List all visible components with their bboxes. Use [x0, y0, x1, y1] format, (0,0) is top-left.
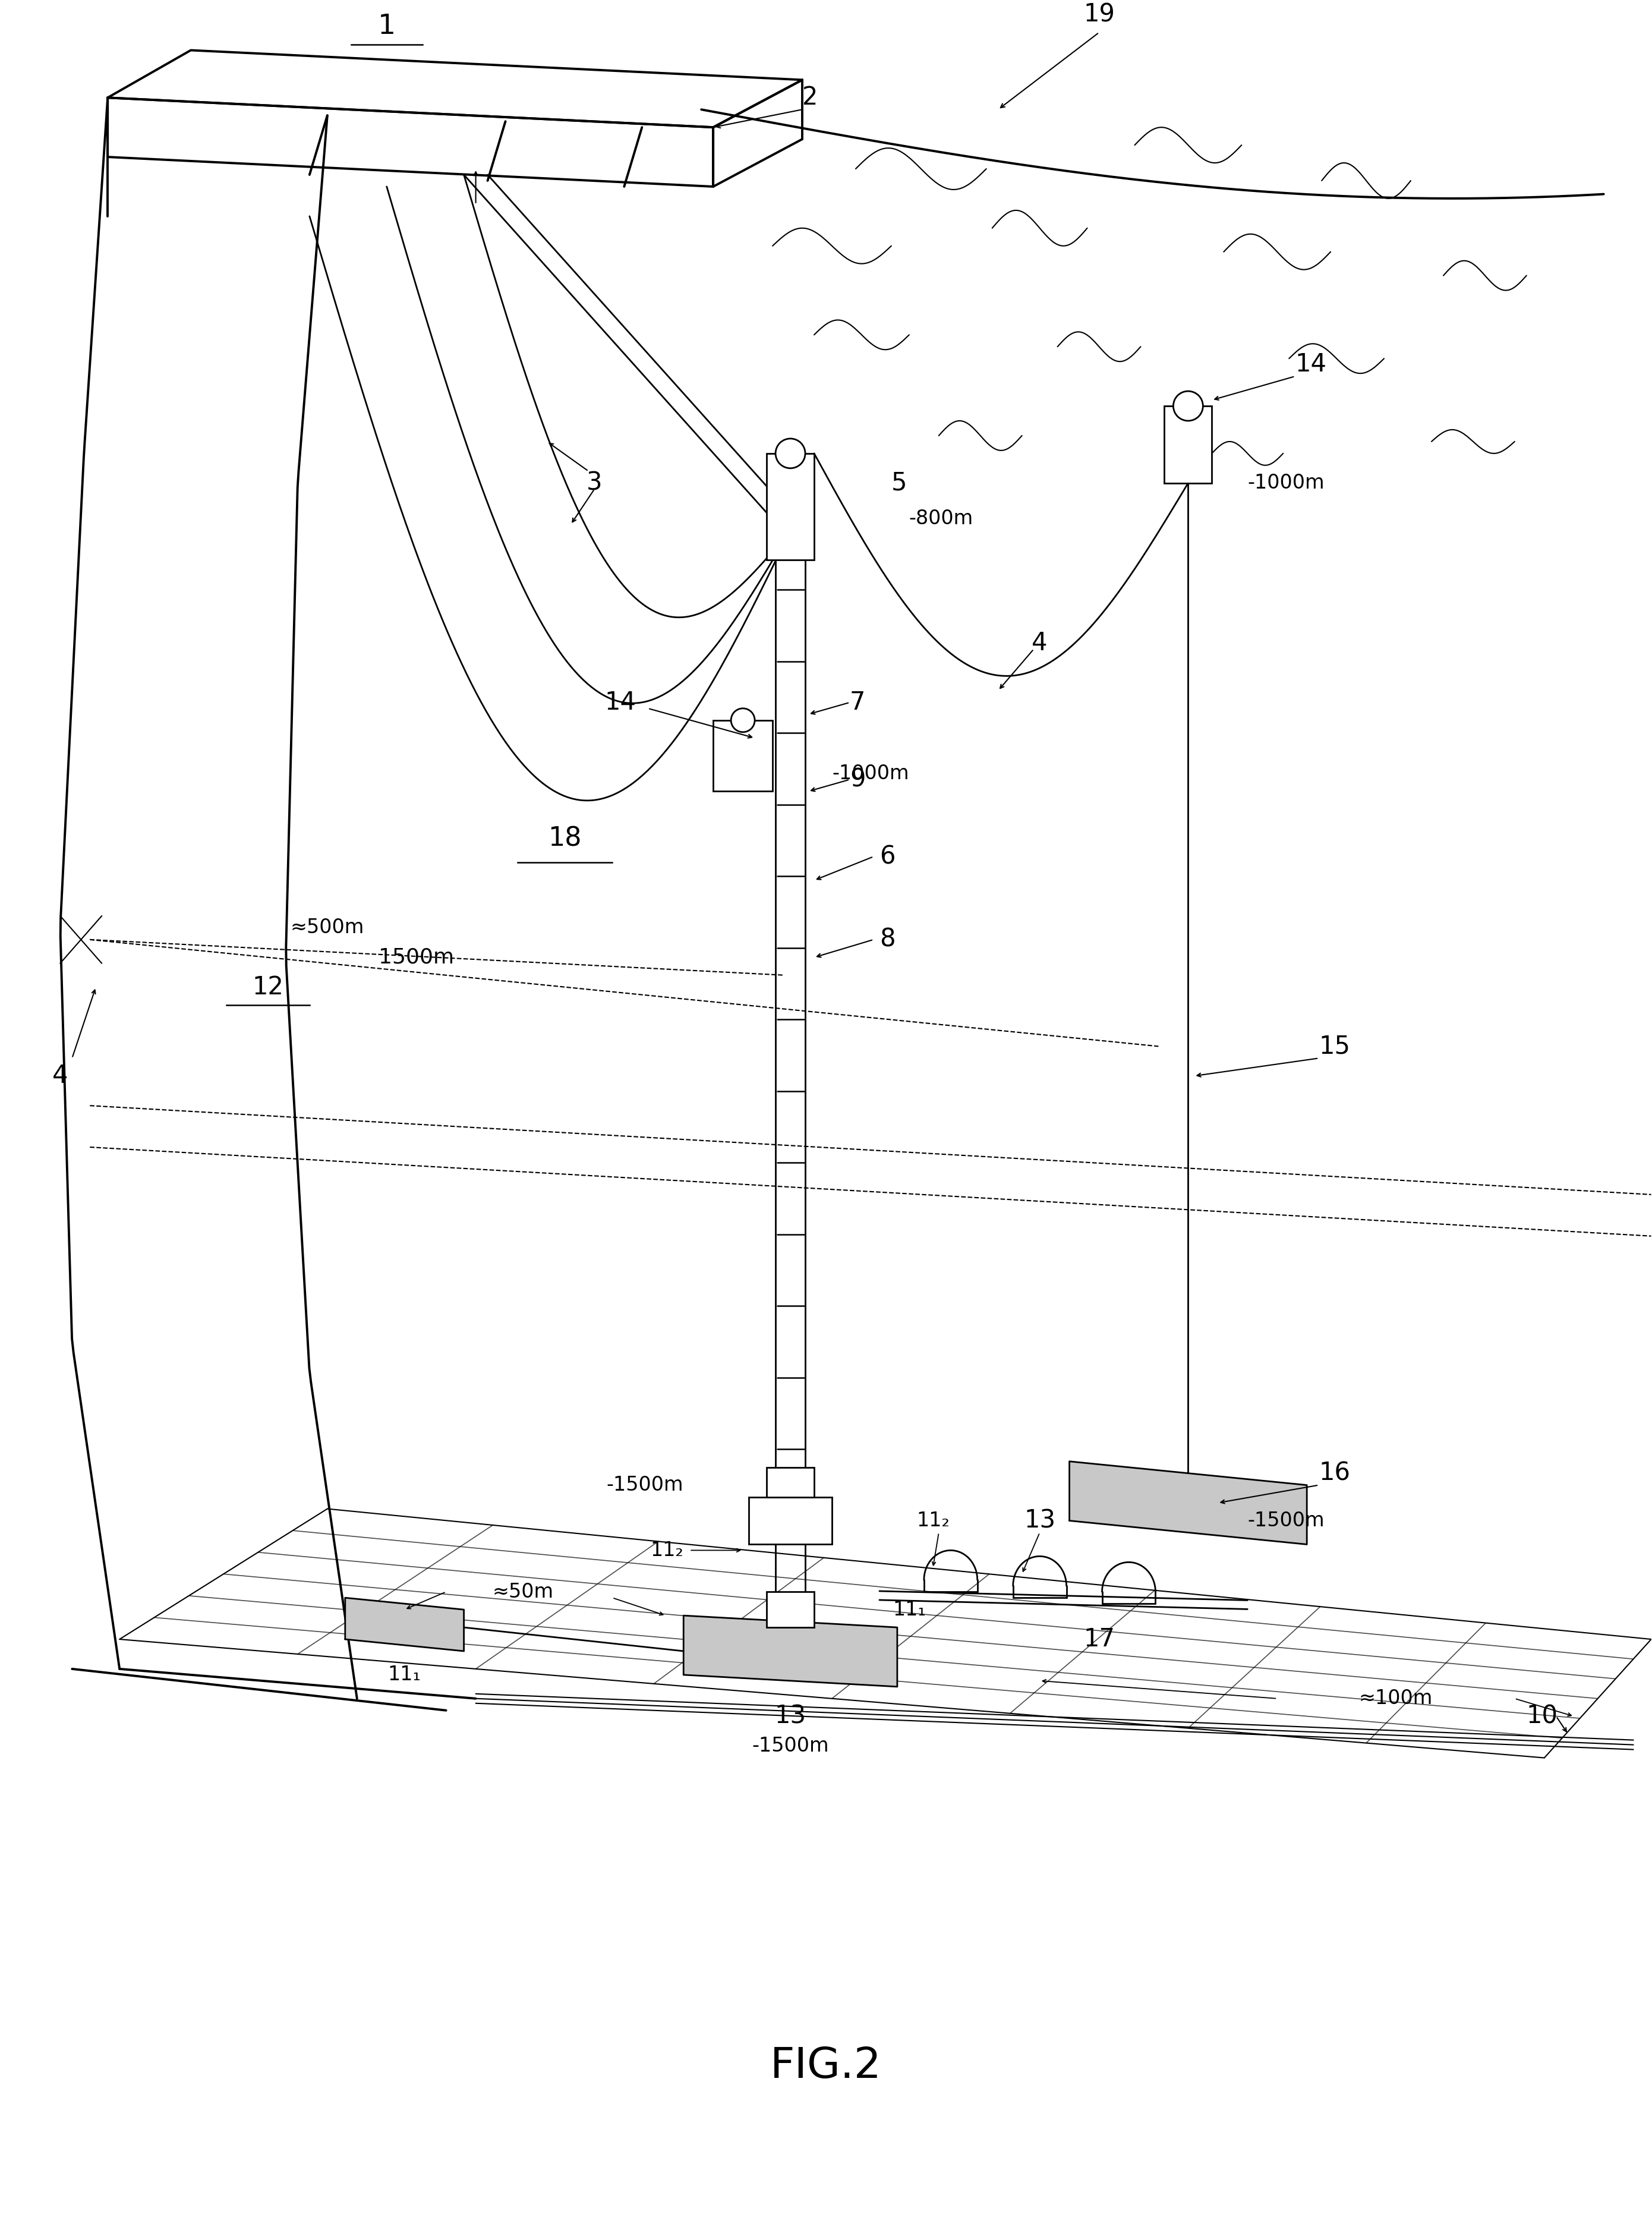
Text: -1500m: -1500m — [1247, 1512, 1325, 1530]
Text: FIG.2: FIG.2 — [770, 2045, 882, 2086]
Bar — [748, 1496, 833, 1545]
Text: 4: 4 — [53, 1063, 68, 1087]
Text: 16: 16 — [1318, 1460, 1350, 1485]
Polygon shape — [345, 1599, 464, 1650]
Text: 1: 1 — [378, 13, 395, 40]
Text: 5: 5 — [892, 471, 907, 496]
Bar — [1165, 406, 1213, 482]
Bar — [767, 1467, 814, 1496]
Text: 11₂: 11₂ — [917, 1512, 950, 1530]
Polygon shape — [1069, 1460, 1307, 1545]
Text: 9: 9 — [849, 768, 866, 793]
Text: 11₂: 11₂ — [651, 1541, 684, 1561]
Text: 14: 14 — [1295, 353, 1327, 377]
Text: 13: 13 — [1024, 1507, 1056, 1534]
Text: 4: 4 — [1032, 630, 1047, 657]
Circle shape — [732, 708, 755, 732]
Text: 3: 3 — [586, 471, 603, 496]
Text: 10: 10 — [1526, 1704, 1558, 1728]
Circle shape — [1173, 391, 1203, 420]
Text: -1000m: -1000m — [1247, 473, 1325, 493]
Text: -1000m: -1000m — [833, 764, 909, 784]
Bar — [767, 453, 814, 560]
Bar — [767, 1592, 814, 1628]
Text: 17: 17 — [1084, 1628, 1115, 1652]
Text: 8: 8 — [879, 927, 895, 951]
Text: 1500m: 1500m — [378, 947, 454, 967]
Text: ≈500m: ≈500m — [291, 918, 365, 938]
Circle shape — [775, 438, 805, 469]
Text: -1500m: -1500m — [606, 1476, 684, 1494]
Text: 6: 6 — [879, 844, 895, 869]
Text: ≈50m: ≈50m — [492, 1581, 553, 1601]
Polygon shape — [684, 1614, 897, 1686]
Text: 19: 19 — [1084, 2, 1115, 27]
Text: 18: 18 — [548, 826, 582, 851]
Text: 2: 2 — [803, 85, 818, 109]
Text: 14: 14 — [605, 690, 636, 715]
Text: 12: 12 — [253, 974, 284, 1000]
Bar — [714, 721, 773, 790]
Text: -800m: -800m — [909, 509, 973, 529]
Text: 7: 7 — [849, 690, 866, 715]
Text: 15: 15 — [1318, 1034, 1350, 1058]
Text: ≈100m: ≈100m — [1360, 1688, 1432, 1708]
Text: -1500m: -1500m — [752, 1737, 829, 1755]
Text: 11₁: 11₁ — [892, 1599, 925, 1619]
Text: 11₁: 11₁ — [388, 1666, 421, 1684]
Text: 13: 13 — [775, 1704, 806, 1728]
